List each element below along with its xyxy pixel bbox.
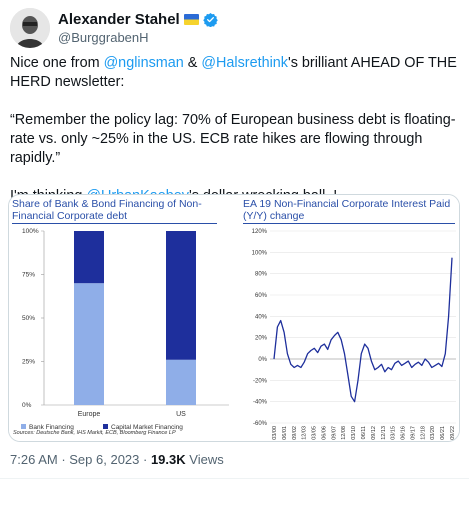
divider <box>0 478 469 479</box>
x-tick-label: 03/10 <box>351 426 357 440</box>
x-tick-label: 06/01 <box>282 426 288 440</box>
y-tick-label: 75% <box>22 272 35 279</box>
title-rule <box>243 223 455 224</box>
text-span: 's brilliant AHEAD OF THE HERD newslette… <box>10 55 457 90</box>
bar-chart-title: Share of Bank & Bond Financing of Non- F… <box>12 198 227 222</box>
bar-chart-panel: Share of Bank & Bond Financing of Non- F… <box>9 195 240 441</box>
separator: · <box>57 452 70 467</box>
title-line: Share of Bank & Bond Financing of Non- <box>12 198 202 210</box>
avatar[interactable] <box>10 8 50 48</box>
verified-badge-icon <box>202 12 218 27</box>
bar-segment <box>166 359 196 405</box>
bar-segment <box>74 231 104 284</box>
x-tick-label: 06/11 <box>361 426 367 439</box>
legend-swatch <box>21 424 26 429</box>
ukraine-flag-icon <box>183 14 199 25</box>
tweet-media[interactable]: Share of Bank & Bond Financing of Non- F… <box>8 194 460 442</box>
y-tick-label: 120% <box>252 229 268 235</box>
x-category-label: US <box>176 411 186 418</box>
title-rule <box>12 223 217 224</box>
x-tick-label: 03/15 <box>391 426 397 440</box>
y-tick-label: -60% <box>253 421 268 427</box>
x-tick-label: 06/16 <box>401 426 407 440</box>
y-tick-label: 0% <box>22 402 32 409</box>
legend-swatch <box>103 424 108 429</box>
mention-link[interactable]: @nglinsman <box>103 55 184 71</box>
y-tick-label: 20% <box>255 336 268 342</box>
x-tick-label: 09/02 <box>292 426 298 440</box>
chart-source: Sources: Deutsche Bank, IHS Markit, ECB,… <box>13 430 176 436</box>
y-tick-label: 50% <box>22 315 35 322</box>
x-tick-label: 12/18 <box>420 426 426 440</box>
title-line: EA 19 Non-Financial Corporate Interest P… <box>243 198 451 210</box>
y-tick-label: -20% <box>253 378 268 384</box>
y-tick-label: 100% <box>252 250 268 256</box>
views-count: 19.3K <box>150 452 186 467</box>
y-tick-label: 40% <box>255 314 268 320</box>
title-line: Financial Corporate debt <box>12 210 127 222</box>
x-tick-label: 09/07 <box>331 426 337 440</box>
views-label: Views <box>185 452 224 467</box>
author-name[interactable]: Alexander Stahel <box>58 11 180 28</box>
x-tick-label: 12/13 <box>381 426 387 440</box>
series-line <box>273 257 453 403</box>
tweet-meta: 7:26 AM · Sep 6, 2023 · 19.3K Views <box>10 452 224 467</box>
y-tick-label: -40% <box>253 400 268 406</box>
x-tick-label: 09/17 <box>410 426 416 440</box>
x-tick-label: 12/08 <box>341 426 347 440</box>
text-span: & <box>183 55 202 71</box>
x-tick-label: 03/20 <box>430 426 436 440</box>
author-handle[interactable]: @BurggrabenH <box>58 30 149 45</box>
title-line: (Y/Y) change <box>243 210 305 222</box>
tweet-header: Alexander Stahel @BurggrabenH <box>10 8 460 48</box>
tweet-date[interactable]: Sep 6, 2023 <box>69 452 140 467</box>
separator: · <box>139 452 151 467</box>
legend-label: Bank Financing <box>29 424 74 431</box>
x-tick-label: 12/03 <box>302 426 308 440</box>
y-tick-label: 80% <box>255 272 268 278</box>
x-tick-label: 09/12 <box>371 426 377 440</box>
tweet-paragraph-1: Nice one from @nglinsman & @Halsrethink'… <box>10 54 460 92</box>
y-tick-label: 100% <box>22 228 39 235</box>
text-span: Nice one from <box>10 55 104 71</box>
mention-link[interactable]: @Halsrethink <box>201 55 288 71</box>
legend-label: Capital Market Financing <box>111 424 183 431</box>
y-tick-label: 60% <box>255 293 268 299</box>
tweet-paragraph-2: “Remember the policy lag: 70% of Europea… <box>10 112 456 166</box>
bar-segment <box>166 231 196 360</box>
bar-segment <box>74 283 104 405</box>
y-tick-label: 0% <box>258 357 267 363</box>
x-tick-label: 06/21 <box>440 426 446 440</box>
line-chart-panel: EA 19 Non-Financial Corporate Interest P… <box>240 195 459 441</box>
x-category-label: Europe <box>78 411 101 418</box>
x-tick-label: 09/22 <box>450 426 456 440</box>
line-chart: -60% -40% -20% 0% 20% 40% 60% 80% 100% 120% 03/00 0… <box>252 229 456 440</box>
avatar-icon <box>10 8 50 48</box>
y-tick-label: 25% <box>22 359 35 366</box>
tweet-time[interactable]: 7:26 AM <box>10 452 58 467</box>
stacked-bar-chart: 0% 25% 50% 75% 100% Europe US Bank Financing Cap… <box>21 228 229 431</box>
x-tick-label: 03/00 <box>272 426 278 440</box>
x-tick-label: 03/05 <box>312 426 318 440</box>
line-chart-title: EA 19 Non-Financial Corporate Interest P… <box>243 198 458 222</box>
x-tick-label: 06/06 <box>321 426 327 440</box>
